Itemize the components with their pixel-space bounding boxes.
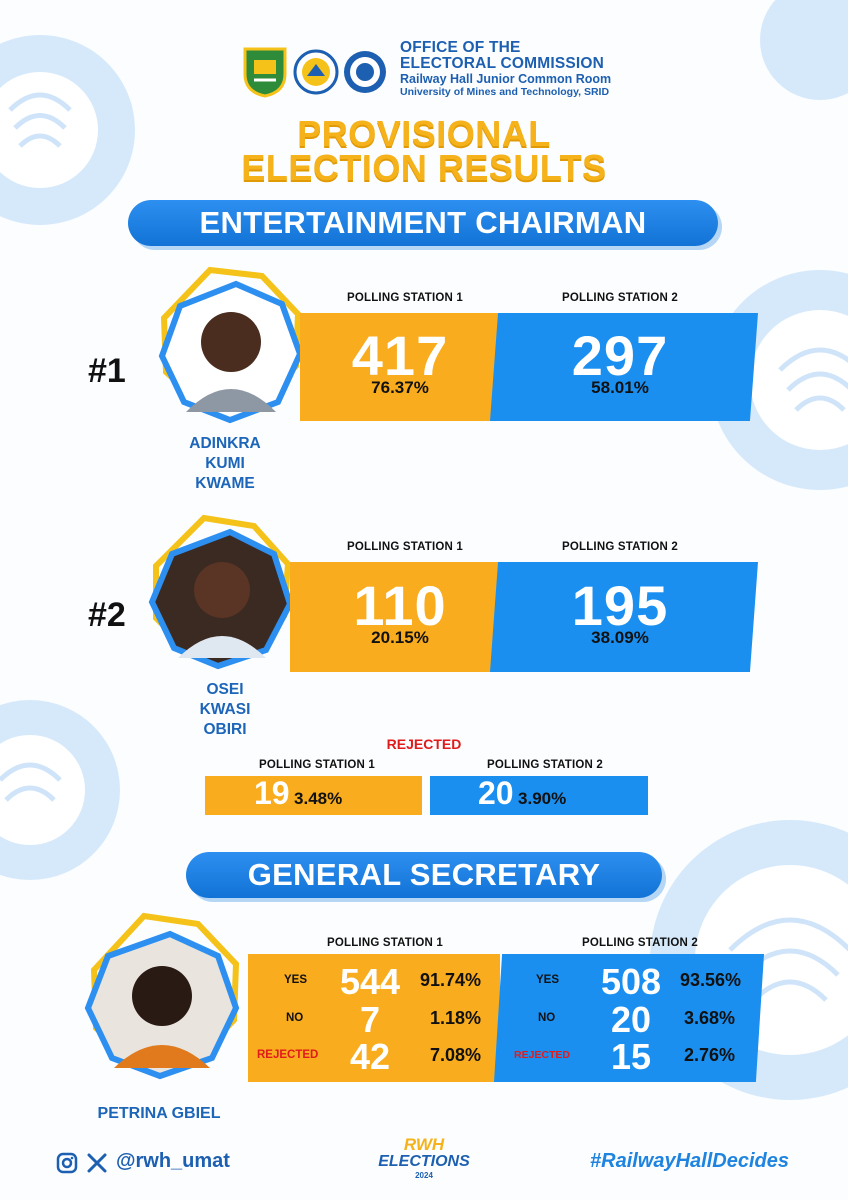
c2-station2-box: [490, 562, 758, 672]
rejected-station2-values: 20 3.90%: [478, 775, 566, 812]
gs-s1-no-percent: 1.18%: [430, 1008, 482, 1028]
c2-station1-votes: 110: [353, 574, 447, 637]
rejected-station2-box: [430, 776, 648, 815]
secretary-candidate-name: PETRINA GBIEL: [97, 1105, 221, 1122]
gs-s1-yes-percent: 91.74%: [420, 970, 482, 990]
gs-s1-yes-votes: 544: [339, 961, 401, 1002]
x-icon[interactable]: [86, 1152, 108, 1174]
c2-station2-label: POLLING STATION 2: [561, 541, 679, 553]
electoral-office-header: OFFICE OF THE ELECTORAL COMMISSION Railw…: [400, 40, 611, 99]
elections-badge: RWH ELECTIONS 2024: [372, 1136, 476, 1188]
rejected-station1-box: [205, 776, 422, 815]
gs-s2-no-votes: 20: [610, 999, 652, 1040]
office-line-4: University of Mines and Technology, SRID: [400, 86, 610, 98]
gs-s2-yes-votes: 508: [600, 961, 662, 1002]
badge-year: 2024: [415, 1171, 433, 1180]
office-line-3: Railway Hall Junior Common Room: [400, 72, 612, 86]
gs-station2-box: [494, 954, 764, 1082]
c2-station2-percent: 38.09%: [591, 628, 649, 647]
candidate-1-name: ADINKRA KUMI KWAME: [189, 435, 261, 492]
rejected-title: REJECTED: [386, 736, 462, 752]
rejected-station2-label: POLLING STATION 2: [486, 759, 604, 771]
hall-crest-icon: [243, 47, 287, 98]
gs-s2-yes-percent: 93.56%: [680, 970, 742, 990]
gs-station2-label: POLLING STATION 2: [581, 937, 699, 949]
c1-station2-percent: 58.01%: [591, 378, 649, 397]
gs-s2-no-label: NO: [538, 1012, 556, 1024]
gs-s2-yes-label: YES: [536, 974, 560, 986]
badge-line-2: ELECTIONS: [378, 1153, 470, 1170]
gs-station1-label: POLLING STATION 1: [326, 937, 444, 949]
rank-2: #2: [88, 596, 126, 634]
office-line-2: ELECTORAL COMMISSION: [400, 55, 605, 72]
gs-s2-no-percent: 3.68%: [684, 1008, 736, 1028]
rejected-station1-values: 19 3.48%: [254, 775, 342, 812]
gs-s1-rejected-votes: 42: [349, 1036, 391, 1077]
gs-s1-rejected-label: REJECTED: [257, 1049, 319, 1061]
c2-station1-box: [290, 562, 498, 672]
c1-station1-percent: 76.37%: [371, 378, 429, 397]
title-line-2: ELECTION RESULTS: [241, 147, 607, 188]
entertainment-heading: ENTERTAINMENT CHAIRMAN: [128, 200, 718, 246]
jcr-logo-icon: [293, 49, 339, 95]
gs-s2-rejected-votes: 15: [610, 1036, 652, 1077]
c2-station1-label: POLLING STATION 1: [346, 541, 464, 553]
rejected-station1-percent: 3.48%: [294, 789, 343, 808]
rejected-station1-label: POLLING STATION 1: [258, 759, 376, 771]
rejected-station2-votes: 20: [478, 775, 514, 811]
candidate-2-name: OSEI KWASI OBIRI: [199, 681, 251, 738]
secretary-candidate-photo: [84, 912, 240, 1080]
instagram-icon[interactable]: [56, 1152, 78, 1174]
gs-s2-rejected-percent: 2.76%: [684, 1045, 736, 1065]
gs-station1-box: [248, 954, 500, 1082]
rejected-station2-percent: 3.90%: [518, 789, 567, 808]
gs-s1-yes-label: YES: [284, 974, 308, 986]
c1-station1-box: [300, 313, 498, 421]
gs-s1-no-label: NO: [286, 1012, 304, 1024]
candidate-1-photo: [158, 266, 304, 424]
c1-station1-label: POLLING STATION 1: [346, 292, 464, 304]
c2-station2-votes: 195: [571, 574, 669, 637]
badge-line-1: RWH: [403, 1135, 445, 1154]
office-line-1: OFFICE OF THE: [400, 39, 521, 56]
gs-s1-no-votes: 7: [359, 999, 381, 1040]
c1-station2-votes: 297: [571, 324, 669, 387]
rank-1: #1: [88, 352, 126, 390]
social-handle[interactable]: @rwh_umat: [116, 1150, 230, 1172]
c1-station2-box: [490, 313, 758, 421]
hashtag[interactable]: #RailwayHallDecides: [590, 1150, 789, 1172]
title-line-1: PROVISIONAL: [297, 113, 551, 154]
c2-station1-percent: 20.15%: [371, 628, 429, 647]
rejected-station1-votes: 19: [254, 775, 290, 811]
c1-station2-label: POLLING STATION 2: [561, 292, 679, 304]
c1-station1-votes: 417: [351, 324, 449, 387]
electoral-seal-icon: [344, 51, 386, 93]
candidate-2-photo: [148, 514, 294, 670]
secretary-heading: GENERAL SECRETARY: [186, 852, 662, 898]
gs-s2-rejected-label: REJECTED: [514, 1049, 571, 1061]
gs-s1-rejected-percent: 7.08%: [430, 1045, 482, 1065]
